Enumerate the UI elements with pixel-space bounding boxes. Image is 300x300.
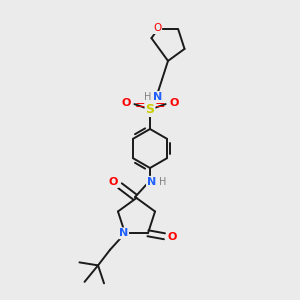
Text: =: = xyxy=(135,99,146,112)
Text: H: H xyxy=(159,177,166,187)
Text: O: O xyxy=(121,98,131,108)
Text: O: O xyxy=(109,177,118,187)
Text: O: O xyxy=(168,232,177,242)
Text: =: = xyxy=(154,99,165,112)
Text: H: H xyxy=(144,92,151,102)
Text: S: S xyxy=(146,103,154,116)
Text: N: N xyxy=(119,228,128,238)
Text: N: N xyxy=(153,92,162,102)
Text: O: O xyxy=(169,98,179,108)
Text: N: N xyxy=(147,177,156,187)
Text: O: O xyxy=(153,23,161,33)
